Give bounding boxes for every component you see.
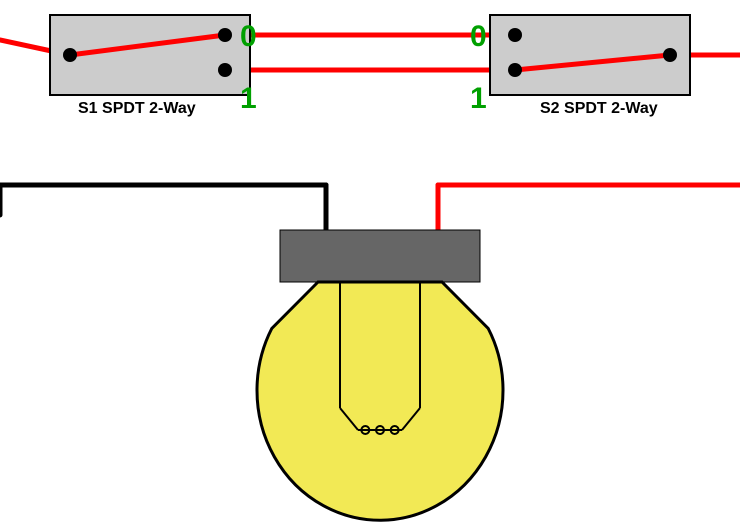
- s2-terminal-0-label: 0: [470, 20, 487, 54]
- switch-s1-label: S1 SPDT 2-Way: [78, 100, 196, 118]
- switch-s1-terminal-t1: [218, 63, 232, 77]
- switch-s2-terminal-t1: [508, 63, 522, 77]
- switch-s2-terminal-t0: [508, 28, 522, 42]
- circuit-diagram: [0, 0, 740, 529]
- switch-s1-terminal-t0: [218, 28, 232, 42]
- s1-terminal-0-label: 0: [240, 20, 257, 54]
- bulb-base: [280, 230, 480, 282]
- switch-s1-terminal-common: [63, 48, 77, 62]
- switch-s2-label: S2 SPDT 2-Way: [540, 100, 658, 118]
- bulb-glass: [257, 282, 503, 520]
- switch-s2-terminal-common: [663, 48, 677, 62]
- s1-terminal-1-label: 1: [240, 82, 257, 116]
- s2-terminal-1-label: 1: [470, 82, 487, 116]
